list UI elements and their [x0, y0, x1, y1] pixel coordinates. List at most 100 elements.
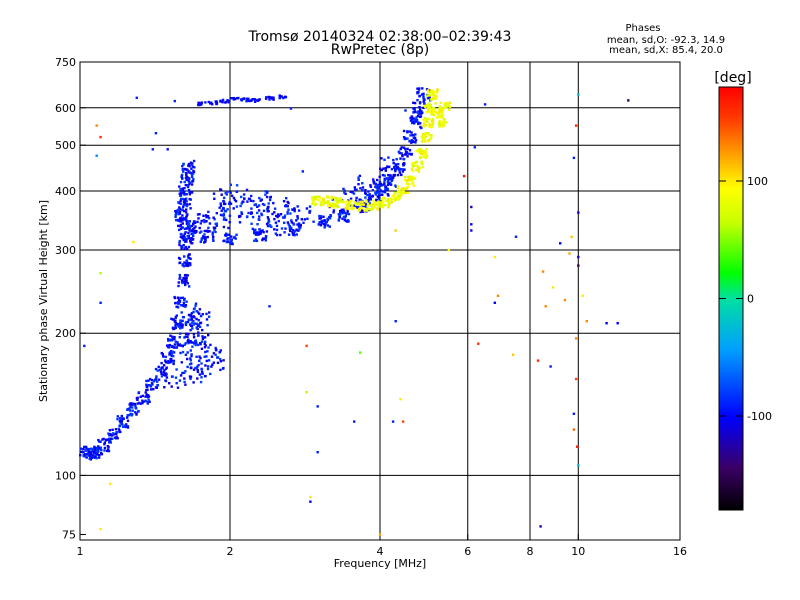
o-mode-echo-point: [185, 218, 188, 222]
noise-point: [470, 229, 473, 232]
x-mode-echo-point: [350, 206, 354, 209]
o-mode-spread-point: [245, 188, 249, 192]
o-mode-spread-point: [388, 165, 391, 168]
o-mode-spread-point: [268, 198, 272, 202]
x-mode-echo-point: [430, 109, 433, 112]
x-mode-echo-point: [348, 201, 352, 204]
o-mode-spread-point: [267, 218, 270, 221]
x-mode-echo-point: [390, 201, 394, 204]
x-axis-label: Frequency [MHz]: [334, 557, 426, 570]
o-mode-echo-point: [188, 165, 191, 168]
o-mode-spread-point: [197, 334, 200, 337]
x-tick-label: 6: [464, 545, 471, 558]
o-mode-spread-point: [380, 157, 383, 160]
noise-point: [394, 229, 397, 232]
o-mode-spread-point: [194, 302, 198, 305]
o-mode-spread-point: [214, 353, 217, 356]
o-mode-echo-point: [139, 395, 142, 398]
o-mode-spread-point: [198, 308, 202, 311]
o-mode-echo-point: [337, 218, 341, 221]
x-mode-echo-point: [432, 96, 435, 99]
x-mode-echo-point: [426, 89, 430, 92]
o-mode-spread-point: [293, 210, 296, 213]
o-mode-echo-point: [344, 214, 347, 218]
x-mode-echo-point: [424, 119, 427, 122]
o-mode-echo-point: [176, 296, 180, 299]
o-mode-spread-point: [282, 200, 286, 203]
o-mode-spread-point: [200, 347, 204, 350]
o-mode-spread-point: [203, 220, 206, 224]
o-mode-spread-point: [378, 180, 382, 184]
o-mode-echo-point: [181, 296, 185, 299]
o-mode-spread-point: [180, 361, 183, 364]
o-mode-echo-point: [172, 318, 175, 321]
o-mode-echo-point: [127, 413, 131, 417]
o-mode-spread-point: [386, 183, 390, 186]
high-band-echo-point: [242, 97, 246, 100]
o-mode-echo-point: [338, 215, 341, 218]
noise-point: [577, 264, 580, 267]
o-mode-echo-point: [178, 239, 181, 243]
x-mode-echo-point: [354, 202, 357, 205]
x-tick-label: 2: [227, 545, 234, 558]
o-mode-echo-point: [192, 159, 196, 163]
o-mode-spread-point: [180, 344, 183, 347]
o-mode-echo-point: [413, 119, 417, 122]
o-mode-spread-point: [256, 205, 259, 208]
o-mode-echo-point: [189, 198, 192, 201]
x-tick-label: 16: [673, 545, 687, 558]
o-mode-echo-point: [96, 453, 99, 456]
o-mode-spread-point: [199, 356, 202, 360]
o-mode-spread-point: [247, 197, 251, 200]
o-mode-spread-point: [188, 318, 191, 321]
o-mode-echo-point: [121, 417, 124, 421]
o-mode-echo-point: [398, 171, 401, 174]
o-mode-echo-point: [190, 232, 193, 236]
x-mode-echo-point: [434, 97, 438, 100]
o-mode-echo-point: [86, 448, 89, 451]
noise-point: [394, 320, 397, 323]
o-mode-echo-point: [123, 424, 126, 427]
x-mode-echo-point: [375, 203, 378, 206]
o-mode-spread-point: [189, 341, 193, 344]
o-mode-spread-point: [184, 353, 188, 356]
o-mode-echo-point: [234, 237, 237, 240]
o-mode-echo-point: [174, 215, 177, 218]
o-mode-echo-point: [211, 231, 214, 234]
noise-point: [568, 252, 571, 255]
o-mode-spread-point: [275, 233, 279, 237]
o-mode-echo-point: [198, 231, 202, 234]
x-mode-echo-point: [430, 113, 434, 116]
o-mode-echo-point: [178, 185, 181, 188]
high-band-echo-point: [230, 97, 233, 100]
x-mode-echo-point: [385, 199, 388, 203]
o-mode-spread-point: [254, 228, 257, 231]
noise-point: [378, 533, 382, 536]
x-mode-echo-point: [431, 123, 434, 127]
o-mode-spread-point: [198, 355, 201, 358]
o-mode-spread-point: [400, 173, 403, 177]
x-mode-echo-point: [402, 191, 405, 194]
o-mode-echo-point: [193, 166, 196, 169]
o-mode-spread-point: [222, 200, 226, 203]
x-mode-echo-point: [380, 204, 384, 207]
o-mode-echo-point: [164, 367, 168, 371]
o-mode-echo-point: [389, 178, 392, 181]
o-mode-spread-point: [232, 196, 236, 200]
o-mode-echo-point: [171, 335, 174, 338]
o-mode-spread-point: [205, 355, 208, 358]
o-mode-echo-point: [264, 236, 268, 239]
o-mode-spread-point: [256, 223, 259, 226]
y-tick-label: 400: [55, 185, 76, 198]
o-mode-echo-point: [145, 393, 148, 396]
x-mode-echo-point: [425, 111, 428, 114]
o-mode-echo-point: [145, 385, 149, 389]
o-mode-echo-point: [418, 87, 421, 90]
o-mode-spread-point: [356, 206, 359, 209]
o-mode-echo-point: [189, 207, 192, 210]
o-mode-echo-point: [428, 96, 431, 99]
high-band-echo-point: [198, 103, 201, 107]
o-mode-echo-point: [182, 170, 185, 173]
x-mode-echo-point: [330, 197, 333, 200]
noise-point: [95, 154, 98, 157]
